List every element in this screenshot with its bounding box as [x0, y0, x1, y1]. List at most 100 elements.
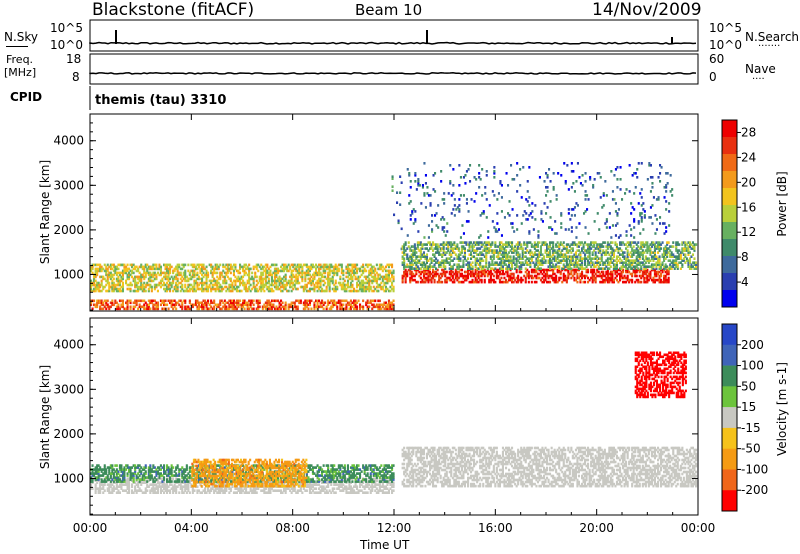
power-cell [512, 261, 515, 264]
velocity-cell [132, 491, 135, 494]
power-cell [473, 176, 476, 179]
power-cell [473, 280, 476, 284]
power-cell [205, 307, 208, 311]
power-cell [258, 265, 261, 269]
power-cell [600, 245, 603, 248]
power-cell [585, 274, 588, 278]
power-cell [546, 176, 549, 179]
power-cell [307, 269, 310, 273]
power-cell [325, 289, 328, 293]
power-cell [413, 261, 416, 264]
power-cell [295, 279, 298, 283]
power-cell [163, 287, 166, 291]
power-cell [593, 220, 596, 223]
power-cell [354, 307, 357, 311]
power-cell [480, 245, 483, 248]
power-cell [138, 265, 141, 269]
power-cell [564, 278, 567, 282]
power-cell [277, 269, 280, 273]
power-cell [473, 255, 476, 258]
power-cell [591, 253, 594, 256]
power-cell [644, 243, 647, 246]
power-cell [406, 255, 409, 258]
power-cell [311, 273, 314, 277]
power-cell [109, 263, 112, 267]
power-cell [249, 301, 252, 305]
power-cell [217, 277, 220, 281]
power-cell [295, 281, 298, 285]
power-cell [311, 263, 314, 267]
power-cell [512, 272, 515, 276]
power-cell [552, 263, 555, 266]
power-cell [330, 299, 333, 303]
power-cell [622, 265, 625, 268]
power-cell [387, 279, 390, 283]
power-cell [483, 274, 486, 278]
power-cell [597, 257, 600, 260]
power-cell [596, 247, 599, 250]
power-cell [485, 247, 488, 250]
power-cell [562, 265, 565, 268]
power-cell [248, 263, 251, 267]
power-cell [453, 278, 456, 282]
power-cell [552, 272, 555, 276]
power-cell [181, 287, 184, 291]
power-cell [524, 251, 527, 254]
power-cell [622, 251, 625, 254]
velocity-cell [111, 491, 114, 494]
power-cell [365, 275, 368, 279]
power-cell [324, 263, 327, 267]
power-cell [533, 251, 536, 254]
power-cell [143, 287, 146, 291]
velocity-cell [108, 487, 111, 490]
power-cell [377, 299, 380, 303]
power-cell [492, 253, 495, 256]
power-cell [584, 194, 587, 197]
power-cell [137, 285, 140, 289]
power-cell [419, 270, 422, 274]
power-cell [94, 289, 97, 293]
power-cell [243, 265, 246, 269]
power-cell [328, 285, 331, 289]
power-cell [536, 261, 539, 264]
power-cell [603, 263, 606, 266]
power-cell [652, 278, 655, 282]
power-cell [511, 247, 514, 250]
power-cell [147, 289, 150, 293]
power-cell [324, 301, 327, 305]
power-cell [302, 289, 305, 293]
power-cell [339, 305, 342, 309]
power-cell [687, 241, 690, 244]
power-cell [559, 276, 562, 280]
power-cell [333, 301, 336, 305]
power-cell [219, 285, 222, 289]
velocity-cell [141, 491, 144, 494]
power-cell [166, 267, 169, 271]
power-cell [353, 303, 356, 307]
power-cell [508, 251, 511, 254]
power-cell [249, 283, 252, 287]
power-cell [387, 277, 390, 281]
power-cell [280, 285, 283, 289]
power-cell [308, 287, 311, 291]
power-cell [467, 249, 470, 252]
power-cell [673, 259, 676, 262]
power-cell [333, 287, 336, 291]
power-cell [481, 194, 484, 197]
power-cell [600, 276, 603, 280]
power-cell [599, 251, 602, 254]
power-cell [511, 208, 514, 211]
power-cell [94, 263, 97, 267]
power-cell [520, 243, 523, 246]
power-cell [457, 265, 460, 268]
power-cell [166, 277, 169, 281]
power-cell [380, 303, 383, 307]
power-cell [575, 226, 578, 229]
power-cell [549, 249, 552, 252]
power-cell [380, 263, 383, 267]
power-cell [346, 263, 349, 267]
power-cell [666, 247, 669, 250]
power-cell [134, 275, 137, 279]
power-cell [477, 247, 480, 250]
power-cell [327, 279, 330, 283]
